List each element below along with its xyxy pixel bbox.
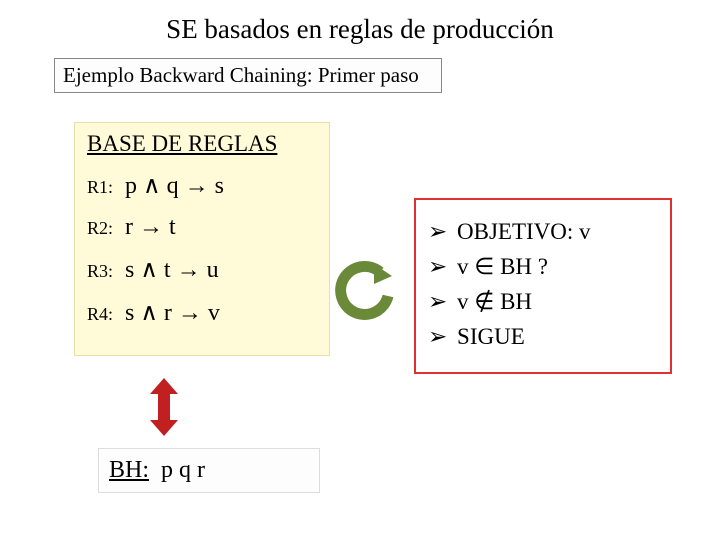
rule-r1-expr: p ∧ q → s [125, 173, 224, 199]
rule-r2-label: R2: [87, 218, 113, 238]
rule-r4: R4: s ∧ r → v [87, 298, 317, 327]
goal-box: ➢ OBJETIVO: v ➢ v ∈ BH ? ➢ v ∉ BH ➢ SIGU… [414, 198, 672, 374]
bullet-icon: ➢ [428, 323, 447, 349]
goal-text-3: v ∉ BH [457, 289, 532, 314]
bh-box: BH: p q r [98, 448, 320, 493]
goal-line-3: ➢ v ∉ BH [428, 288, 658, 315]
rules-heading: BASE DE REGLAS [87, 131, 317, 157]
goal-line-2: ➢ v ∈ BH ? [428, 253, 658, 280]
goal-text-2: v ∈ BH ? [457, 254, 548, 279]
bullet-icon: ➢ [428, 253, 447, 279]
rule-r4-label: R4: [87, 304, 113, 324]
subtitle-text: Ejemplo Backward Chaining: Primer paso [63, 63, 419, 87]
bh-label: BH: [109, 457, 149, 483]
goal-text-4: SIGUE [457, 324, 525, 349]
bullet-icon: ➢ [428, 288, 447, 314]
rule-r3-label: R3: [87, 261, 113, 281]
goal-line-1: ➢ OBJETIVO: v [428, 218, 658, 245]
rule-r2: R2: r → t [87, 214, 317, 241]
rule-r1-label: R1: [87, 177, 113, 197]
bullet-icon: ➢ [428, 218, 447, 244]
rule-r3-expr: s ∧ t → u [125, 257, 219, 283]
subtitle-box: Ejemplo Backward Chaining: Primer paso [54, 58, 442, 93]
double-arrow-icon [144, 378, 184, 436]
rule-r3: R3: s ∧ t → u [87, 255, 317, 284]
curved-arrow-icon [330, 260, 400, 330]
bh-values: p q r [161, 457, 205, 483]
page-title: SE basados en reglas de producción [0, 0, 720, 45]
rule-r2-expr: r → t [125, 214, 176, 240]
goal-text-1: OBJETIVO: v [457, 219, 591, 244]
rules-box: BASE DE REGLAS R1: p ∧ q → s R2: r → t R… [74, 122, 330, 356]
rule-r4-expr: s ∧ r → v [125, 300, 220, 326]
goal-line-4: ➢ SIGUE [428, 323, 658, 350]
rule-r1: R1: p ∧ q → s [87, 171, 317, 200]
